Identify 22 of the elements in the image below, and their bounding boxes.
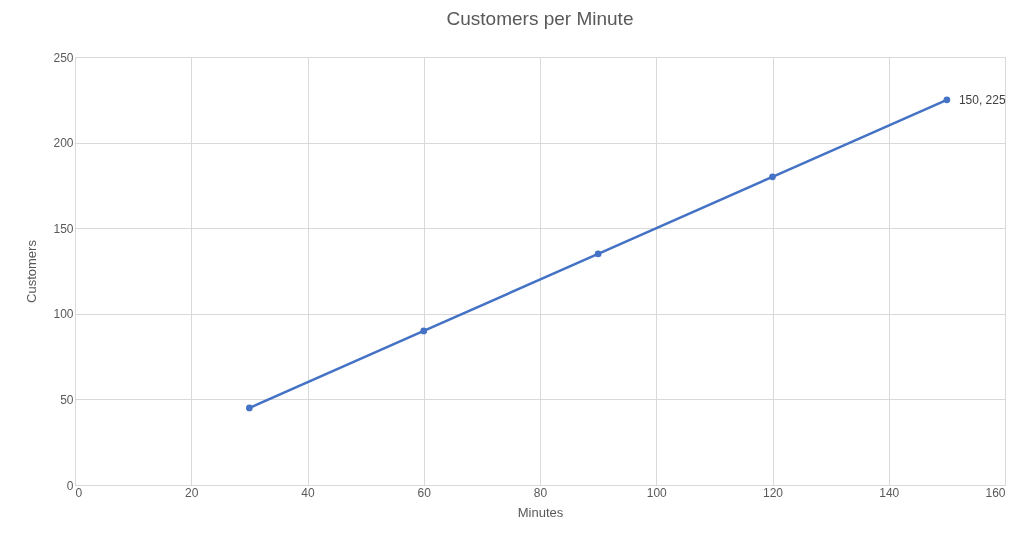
point xyxy=(594,250,602,258)
point xyxy=(943,96,951,104)
x-tick-label: 60 xyxy=(417,485,432,500)
y-tick-label: 250 xyxy=(53,50,74,65)
y-tick-label: 50 xyxy=(60,392,74,407)
y-tick-label: 150 xyxy=(53,221,74,236)
x-tick-label: 40 xyxy=(301,485,315,500)
x-tick-label: 120 xyxy=(762,485,784,500)
point xyxy=(769,173,776,181)
x-tick-label: 20 xyxy=(185,485,199,500)
chart-title: Customers per Minute xyxy=(446,8,634,29)
x-tick-label: 160 xyxy=(985,485,1006,500)
x-axis-title: Minutes xyxy=(517,504,564,520)
annotation: 150, 225 xyxy=(958,92,1006,107)
y-tick-label: 100 xyxy=(53,307,74,322)
x-tick-label: 80 xyxy=(533,485,548,500)
y-axis-title: Customers xyxy=(24,239,40,303)
point xyxy=(420,327,428,335)
y-tick-label: 200 xyxy=(53,136,74,151)
point xyxy=(246,404,253,412)
x-tick-label: 140 xyxy=(879,485,900,500)
x-tick-label: 100 xyxy=(646,485,668,500)
